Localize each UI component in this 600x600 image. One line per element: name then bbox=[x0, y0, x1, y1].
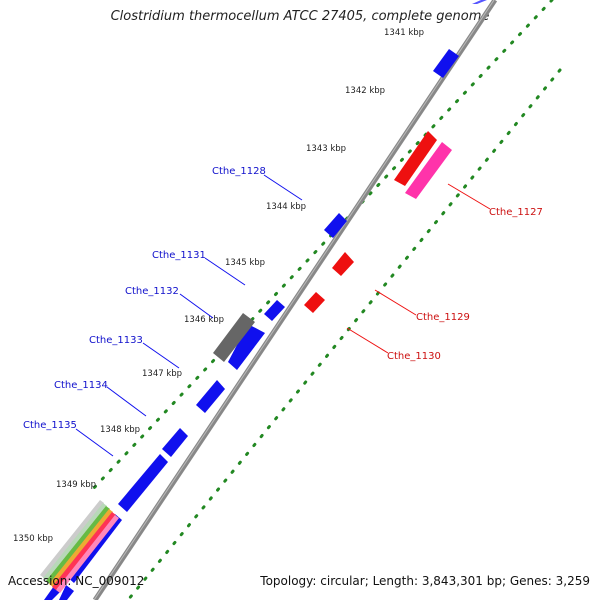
gene-feature[interactable] bbox=[405, 142, 452, 199]
gene-label-cthe-1134[interactable]: Cthe_1134 bbox=[54, 380, 108, 391]
genome-backbone-highlight bbox=[93, 0, 495, 600]
gene-feature[interactable] bbox=[304, 292, 325, 313]
gene-feature[interactable] bbox=[264, 300, 285, 321]
topology-value: circular bbox=[320, 574, 365, 588]
gene-feature[interactable] bbox=[332, 252, 354, 276]
accession-value: NC_009012 bbox=[75, 574, 145, 588]
minus-strand-features bbox=[304, 131, 452, 313]
gene-feature[interactable] bbox=[228, 324, 265, 370]
pseudo-gene-feature[interactable] bbox=[213, 313, 255, 362]
rna-feature-stripes[interactable] bbox=[40, 500, 119, 593]
tick-label: 1344 kbp bbox=[266, 202, 306, 212]
outer-dotted-track bbox=[90, 0, 554, 492]
gene-label-cthe-1128[interactable]: Cthe_1128 bbox=[212, 166, 266, 177]
tick-label: 1348 kbp bbox=[100, 425, 140, 435]
gene-feature[interactable] bbox=[433, 49, 459, 78]
inner-dotted-track bbox=[126, 68, 562, 600]
length-label: Length: bbox=[372, 574, 419, 588]
minus-gene-labels: Cthe_1127 Cthe_1129 Cthe_1130 bbox=[346, 183, 543, 362]
gene-label-cthe-1133[interactable]: Cthe_1133 bbox=[89, 335, 143, 346]
tick-label: 1342 kbp bbox=[345, 86, 385, 96]
gene-feature[interactable] bbox=[394, 131, 437, 186]
gene-feature[interactable] bbox=[118, 454, 168, 512]
tick-label: 1350 kbp bbox=[13, 534, 53, 544]
gene-feature[interactable] bbox=[324, 213, 347, 238]
tick-label: 1341 kbp bbox=[384, 28, 424, 38]
gene-label-cthe-1129[interactable]: Cthe_1129 bbox=[416, 312, 470, 323]
gene-label-cthe-1131[interactable]: Cthe_1131 bbox=[152, 250, 206, 261]
topology-label: Topology: bbox=[260, 574, 317, 588]
gene-label-cthe-1132[interactable]: Cthe_1132 bbox=[125, 286, 179, 297]
genome-backbone bbox=[92, 0, 498, 600]
genes-value: 3,259 bbox=[555, 574, 590, 588]
plus-gene-labels: Cthe_1128 Cthe_1131 Cthe_1132 Cthe_1133 … bbox=[23, 166, 303, 457]
gene-feature[interactable] bbox=[162, 428, 188, 457]
gene-feature[interactable] bbox=[59, 585, 74, 600]
tick-label: 1349 kbp bbox=[56, 480, 96, 490]
tick-label: 1347 kbp bbox=[142, 369, 182, 379]
gene-label-cthe-1127[interactable]: Cthe_1127 bbox=[489, 207, 543, 218]
plus-strand-features bbox=[44, 0, 487, 600]
genome-stats: Topology: circular; Length: 3,843,301 bp… bbox=[260, 574, 590, 588]
gene-feature[interactable] bbox=[472, 0, 487, 4]
accession-info: Accession: NC_009012 bbox=[8, 574, 144, 588]
tick-label: 1345 kbp bbox=[225, 258, 265, 268]
gene-feature[interactable] bbox=[196, 380, 225, 413]
tick-label: 1346 kbp bbox=[184, 315, 224, 325]
length-value: 3,843,301 bp bbox=[421, 574, 502, 588]
gene-label-cthe-1135[interactable]: Cthe_1135 bbox=[23, 420, 77, 431]
genes-label: Genes: bbox=[509, 574, 552, 588]
tick-label: 1343 kbp bbox=[306, 144, 346, 154]
accession-label: Accession: bbox=[8, 574, 72, 588]
map-title: Clostridium thermocellum ATCC 27405, com… bbox=[110, 9, 490, 24]
gene-label-cthe-1130[interactable]: Cthe_1130 bbox=[387, 351, 441, 362]
